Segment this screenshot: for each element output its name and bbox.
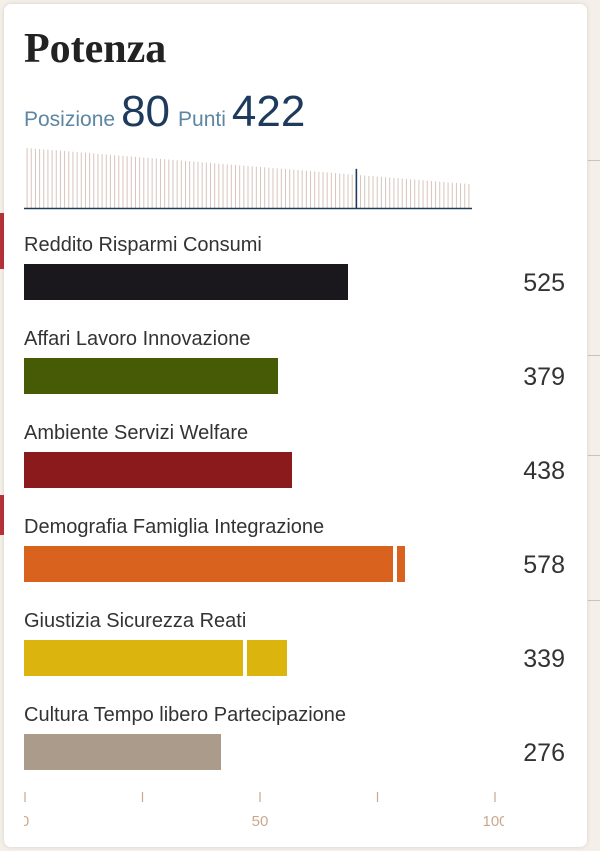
position-label: Posizione	[24, 108, 116, 131]
metric-row: Giustizia Sicurezza Reati 339	[24, 610, 579, 692]
x-axis-tick-label: 0	[24, 813, 29, 830]
metric-label: Cultura Tempo libero Partecipazione	[24, 704, 347, 726]
metric-row: Cultura Tempo libero Partecipazione 276	[24, 704, 579, 786]
metric-track	[24, 264, 494, 300]
metric-score: 339	[523, 645, 565, 673]
metric-score: 578	[523, 551, 565, 579]
position-value: 80	[121, 87, 171, 136]
x-axis: 0 50 100	[24, 792, 504, 830]
metric-label: Giustizia Sicurezza Reati	[24, 610, 247, 632]
metric-row: Reddito Risparmi Consumi 525	[24, 234, 579, 316]
metric-row: Affari Lavoro Innovazione 379	[24, 328, 579, 410]
background-divider	[588, 355, 600, 356]
card-title: Potenza	[24, 26, 167, 72]
metric-track	[24, 640, 494, 676]
metric-score: 438	[523, 457, 565, 485]
metric-bar-marker	[393, 546, 398, 582]
metric-label: Ambiente Servizi Welfare	[24, 422, 249, 444]
metric-bar	[24, 546, 405, 582]
points-value: 422	[231, 87, 306, 136]
metric-score: 379	[523, 363, 565, 391]
metric-bar-marker	[242, 640, 247, 676]
province-card: Potenza Posizione 80 Punti 422 Reddito R…	[4, 4, 587, 847]
metric-row: Demografia Famiglia Integrazione 578	[24, 516, 579, 598]
metric-bar	[24, 264, 349, 300]
metric-bar	[24, 452, 292, 488]
metric-label: Reddito Risparmi Consumi	[24, 234, 262, 256]
metric-score: 276	[523, 739, 565, 767]
metric-label: Affari Lavoro Innovazione	[24, 328, 251, 350]
metric-bar	[24, 640, 288, 676]
background-divider	[588, 160, 600, 161]
points-label: Punti	[178, 108, 226, 131]
metric-track	[24, 546, 494, 582]
x-axis-tick-label: 50	[252, 813, 269, 830]
metric-track	[24, 358, 494, 394]
background-marker	[0, 213, 5, 269]
background-divider	[588, 455, 600, 456]
ranking-strip	[24, 148, 472, 210]
stats-row: Posizione 80 Punti 422	[24, 90, 313, 134]
background-marker	[0, 495, 5, 535]
metric-label: Demografia Famiglia Integrazione	[24, 516, 325, 538]
x-axis-tick-label: 100	[482, 813, 504, 830]
metric-score: 525	[523, 269, 565, 297]
metric-bar	[24, 734, 222, 770]
background-divider	[588, 600, 600, 601]
metric-bar	[24, 358, 278, 394]
metric-row: Ambiente Servizi Welfare 438	[24, 422, 579, 504]
metric-track	[24, 452, 494, 488]
metric-track	[24, 734, 494, 770]
